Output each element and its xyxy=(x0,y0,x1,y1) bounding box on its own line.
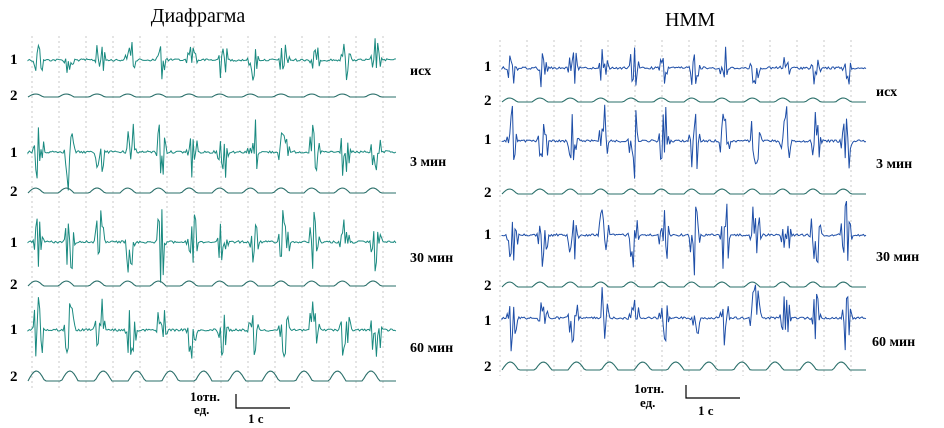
emg-trace xyxy=(27,297,397,359)
time-label: исх xyxy=(876,85,897,100)
trace-label-breath: 2 xyxy=(484,278,492,294)
time-label: 60 мин xyxy=(410,341,453,356)
scale-bar-left: 1отн. ед. 1 с xyxy=(190,389,290,426)
emg-trace xyxy=(501,46,867,88)
panel-title-nmm: НММ xyxy=(665,9,715,31)
labels-nmm: 1 2 исх 1 2 3 мин 1 2 30 мин 1 2 60 мин xyxy=(484,59,919,375)
trace-label-breath: 2 xyxy=(10,88,18,104)
scale-bar-lines xyxy=(685,385,740,399)
scale-amplitude-unit: ед. xyxy=(194,402,209,417)
breath-trace xyxy=(501,188,866,195)
breath-trace xyxy=(27,93,396,98)
breath-trace xyxy=(27,187,396,194)
breath-trace xyxy=(27,280,396,287)
breath-trace xyxy=(501,97,866,103)
breath-trace xyxy=(501,281,866,288)
emg-trace xyxy=(27,38,396,81)
emg-trace xyxy=(27,209,397,283)
labels-diaphragm: 1 2 исх 1 2 3 мин 1 2 30 мин 1 2 60 мин xyxy=(10,52,453,385)
trace-label-breath: 2 xyxy=(484,93,492,109)
emg-trace xyxy=(501,284,867,352)
traces-diaphragm xyxy=(27,38,397,382)
traces-nmm xyxy=(501,46,867,371)
scale-amplitude-label: 1отн. xyxy=(190,389,220,404)
scale-time-label: 1 с xyxy=(248,411,264,426)
time-label: 30 мин xyxy=(876,250,919,265)
time-label: 3 мин xyxy=(876,157,912,172)
scale-bar-right: 1отн. ед. 1 с xyxy=(634,381,740,418)
trace-label-emg: 1 xyxy=(484,313,492,329)
panel-title-diaphragm: Диафрагма xyxy=(151,5,246,27)
trace-label-emg: 1 xyxy=(484,59,492,75)
emg-trace xyxy=(501,200,867,276)
trace-label-emg: 1 xyxy=(10,145,18,161)
trace-label-breath: 2 xyxy=(10,369,18,385)
trace-label-breath: 2 xyxy=(484,185,492,201)
trace-label-emg: 1 xyxy=(10,52,18,68)
trace-label-breath: 2 xyxy=(10,277,18,293)
scale-amplitude-label: 1отн. xyxy=(634,381,664,396)
scale-bar-lines xyxy=(235,394,290,409)
emg-trace xyxy=(501,104,867,179)
time-label: 3 мин xyxy=(410,155,446,170)
time-label: исх xyxy=(410,64,431,79)
scale-amplitude-unit: ед. xyxy=(640,395,655,410)
trace-label-emg: 1 xyxy=(484,132,492,148)
trace-label-emg: 1 xyxy=(484,227,492,243)
trace-label-breath: 2 xyxy=(484,359,492,375)
breath-trace xyxy=(27,370,396,382)
scale-time-label: 1 с xyxy=(698,403,714,418)
breath-trace xyxy=(501,361,866,371)
trace-label-breath: 2 xyxy=(10,184,18,200)
trace-label-emg: 1 xyxy=(10,322,18,338)
trace-label-emg: 1 xyxy=(10,235,18,251)
grid-right xyxy=(499,40,852,376)
time-label: 30 мин xyxy=(410,251,453,266)
grid-left xyxy=(31,36,384,388)
time-label: 60 мин xyxy=(872,335,915,350)
emg-trace xyxy=(27,119,397,191)
